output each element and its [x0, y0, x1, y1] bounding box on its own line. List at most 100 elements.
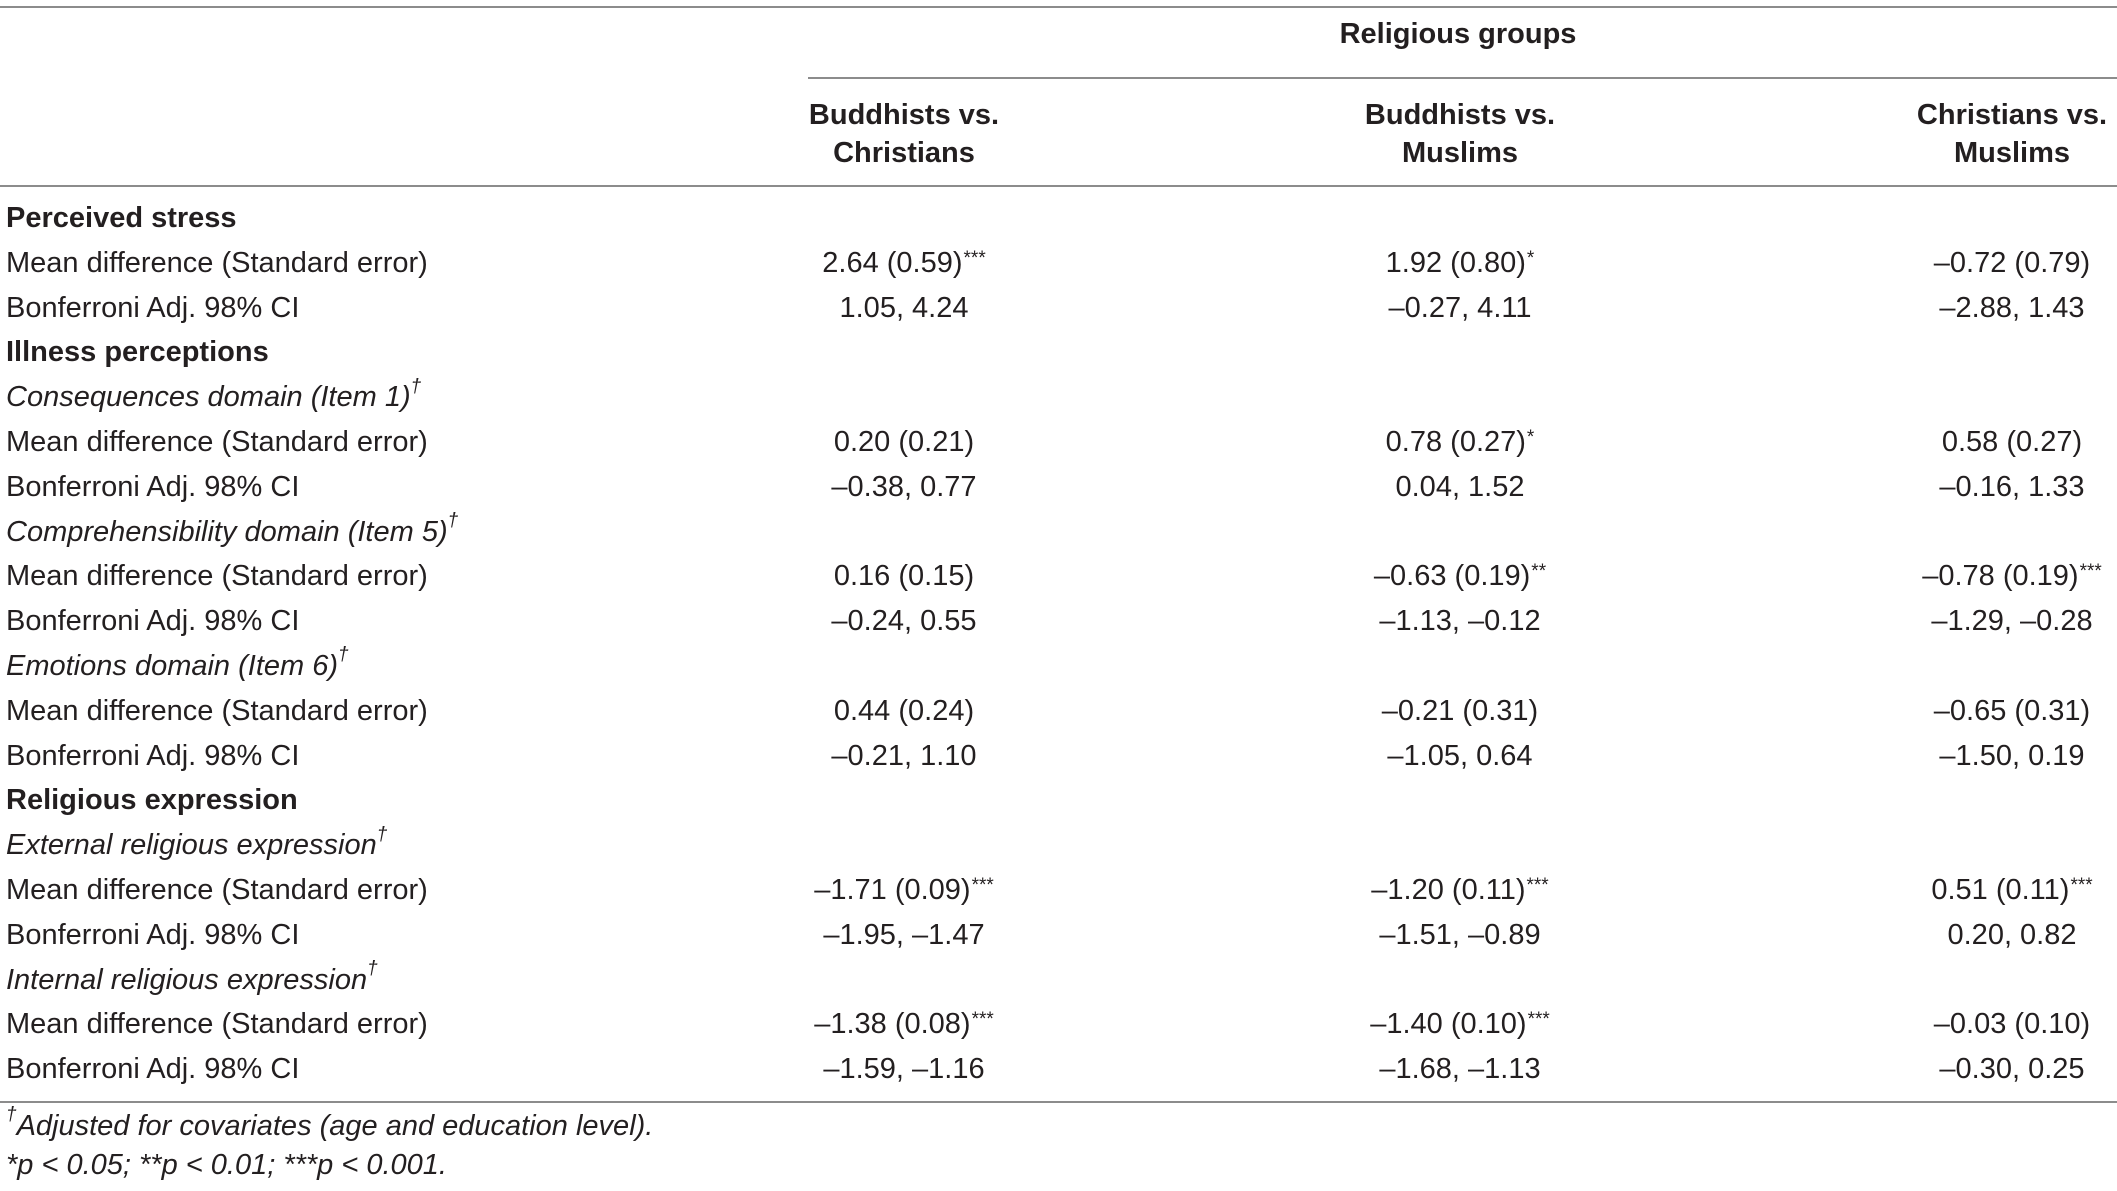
cell-value: –1.95, –1.47	[823, 918, 985, 951]
table-row: Mean difference (Standard error) 2.64 (0.…	[0, 241, 2117, 286]
row-label: Mean difference (Standard error)	[6, 420, 428, 465]
table-cell: –1.59, –1.16	[754, 1047, 1054, 1092]
dagger-mark: †	[376, 823, 388, 845]
table-cell: –0.21 (0.31)	[1310, 689, 1610, 734]
cell-value: –0.72 (0.79)	[1933, 246, 2091, 279]
section-heading-row: Illness perceptions	[0, 330, 2117, 375]
table-cell: –0.72 (0.79)	[1862, 241, 2117, 286]
significance-marker: ***	[1527, 1009, 1550, 1031]
table-cell: –0.27, 4.11	[1310, 286, 1610, 331]
row-label: Bonferroni Adj. 98% CI	[6, 599, 299, 644]
table-row: Bonferroni Adj. 98% CI 1.05, 4.24 –0.27, 4…	[0, 286, 2117, 331]
table-cell: –0.21, 1.10	[754, 734, 1054, 779]
footnote-adjusted: †Adjusted for covariates (age and educat…	[6, 1104, 654, 1142]
row-label-text: Bonferroni Adj. 98% CI	[6, 739, 300, 772]
cell-value: –0.03 (0.10)	[1933, 1008, 2091, 1041]
row-label-text: Bonferroni Adj. 98% CI	[6, 1053, 300, 1086]
table-cell: 0.16 (0.15)	[754, 554, 1054, 599]
row-label: Bonferroni Adj. 98% CI	[6, 465, 299, 510]
section-title: Perceived stress	[6, 196, 237, 241]
table-cell: 0.20, 0.82	[1862, 913, 2117, 958]
row-label-text: Comprehensibility domain (Item 5)	[6, 515, 448, 548]
header-rule	[0, 185, 2117, 187]
section-title: Religious expression	[6, 778, 298, 823]
cell-value: –0.16, 1.33	[1939, 470, 2085, 503]
table-cell: –0.24, 0.55	[754, 599, 1054, 644]
row-label: Mean difference (Standard error)	[6, 241, 428, 286]
cell-value: –0.38, 0.77	[831, 470, 977, 503]
table-cell: 0.58 (0.27)	[1862, 420, 2117, 465]
row-label-text: Emotions domain (Item 6)	[6, 650, 339, 682]
table-cell: –1.05, 0.64	[1310, 734, 1610, 779]
subsection-title: Comprehensibility domain (Item 5)†	[6, 510, 458, 555]
table-row: Bonferroni Adj. 98% CI –1.95, –1.47 –1.51,…	[0, 913, 2117, 958]
subsection-title: Consequences domain (Item 1)†	[6, 375, 421, 420]
significance-marker: *	[1526, 427, 1535, 448]
table-cell: 0.04, 1.52	[1310, 465, 1610, 510]
dagger-mark: †	[447, 509, 459, 531]
cell-value: –1.59, –1.16	[823, 1053, 985, 1086]
dagger-mark: †	[367, 957, 378, 979]
cell-value: –1.13, –0.12	[1379, 605, 1541, 638]
table-cell: 0.78 (0.27)*	[1310, 420, 1610, 468]
table-cell: –1.20 (0.11)***	[1310, 868, 1610, 916]
row-label-text: Bonferroni Adj. 98% CI	[6, 291, 300, 324]
table-cell: –0.30, 0.25	[1862, 1047, 2117, 1092]
significance-marker: ***	[971, 1009, 994, 1031]
cell-value: 0.20, 0.82	[1947, 918, 2077, 951]
cell-value: –0.63 (0.19)	[1373, 560, 1531, 593]
row-label: Bonferroni Adj. 98% CI	[6, 286, 299, 331]
row-label-text: External religious expression	[6, 829, 377, 862]
subsection-title: Internal religious expression†	[6, 958, 378, 1003]
cell-value: –1.20 (0.11)	[1371, 874, 1526, 906]
table-row: Bonferroni Adj. 98% CI –0.24, 0.55 –1.13, …	[0, 599, 2117, 644]
top-rule	[0, 6, 2117, 8]
table-cell: –1.95, –1.47	[754, 913, 1054, 958]
row-label-text: Religious expression	[6, 784, 298, 817]
table-cell: –0.16, 1.33	[1862, 465, 2117, 510]
table-row: Bonferroni Adj. 98% CI –0.38, 0.77 0.04, 1…	[0, 465, 2117, 510]
row-label-text: Mean difference (Standard error)	[6, 694, 428, 727]
table-cell: –1.13, –0.12	[1310, 599, 1610, 644]
row-label: Bonferroni Adj. 98% CI	[6, 1047, 299, 1092]
cell-value: –1.68, –1.13	[1379, 1053, 1541, 1086]
significance-marker: ***	[2070, 875, 2093, 896]
row-label-text: Bonferroni Adj. 98% CI	[6, 918, 300, 951]
table-cell: 0.51 (0.11)***	[1862, 868, 2117, 916]
dagger-mark: †	[338, 644, 349, 666]
table-cell: –0.38, 0.77	[754, 465, 1054, 510]
significance-marker: ***	[1526, 875, 1549, 896]
row-label-text: Mean difference (Standard error)	[6, 560, 428, 593]
table-cell: –0.03 (0.10)	[1862, 1002, 2117, 1047]
subsection-title: Emotions domain (Item 6)†	[6, 644, 349, 689]
table-row: Mean difference (Standard error) 0.16 (0.…	[0, 554, 2117, 599]
cell-value: 0.16 (0.15)	[833, 560, 975, 593]
cell-value: 1.92 (0.80)	[1385, 246, 1526, 279]
row-label: Mean difference (Standard error)	[6, 1002, 428, 1047]
cell-value: 2.64 (0.59)	[822, 246, 963, 279]
section-heading-row: Perceived stress	[0, 196, 2117, 241]
subsection-title: External religious expression†	[6, 823, 387, 868]
cell-value: –0.21, 1.10	[831, 739, 977, 772]
column-header-christians-muslims: Christians vs. Muslims	[1916, 99, 2108, 169]
table-row: Mean difference (Standard error) 0.44 (0.…	[0, 689, 2117, 734]
section-heading-row: Religious expression	[0, 778, 2117, 823]
section-title: Illness perceptions	[6, 330, 269, 375]
subsection-heading-row: Comprehensibility domain (Item 5)†	[0, 510, 2117, 555]
significance-marker: **	[1531, 561, 1547, 583]
table-cell: –1.50, 0.19	[1862, 734, 2117, 779]
cell-value: –0.27, 4.11	[1388, 291, 1532, 324]
group-rule	[808, 77, 2117, 79]
table-cell: –1.51, –0.89	[1310, 913, 1610, 958]
table-row: Mean difference (Standard error) –1.71 (0…	[0, 868, 2117, 913]
table-cell: 1.05, 4.24	[754, 286, 1054, 331]
row-label: Mean difference (Standard error)	[6, 689, 428, 734]
table-row: Mean difference (Standard error) –1.38 (0…	[0, 1002, 2117, 1047]
cell-value: 0.44 (0.24)	[833, 694, 975, 727]
row-label-text: Perceived stress	[6, 202, 237, 234]
table-cell: –2.88, 1.43	[1862, 286, 2117, 331]
group-header: Religious groups	[1339, 18, 1577, 50]
row-label-text: Bonferroni Adj. 98% CI	[6, 605, 300, 638]
table-row: Bonferroni Adj. 98% CI –0.21, 1.10 –1.05, …	[0, 734, 2117, 779]
